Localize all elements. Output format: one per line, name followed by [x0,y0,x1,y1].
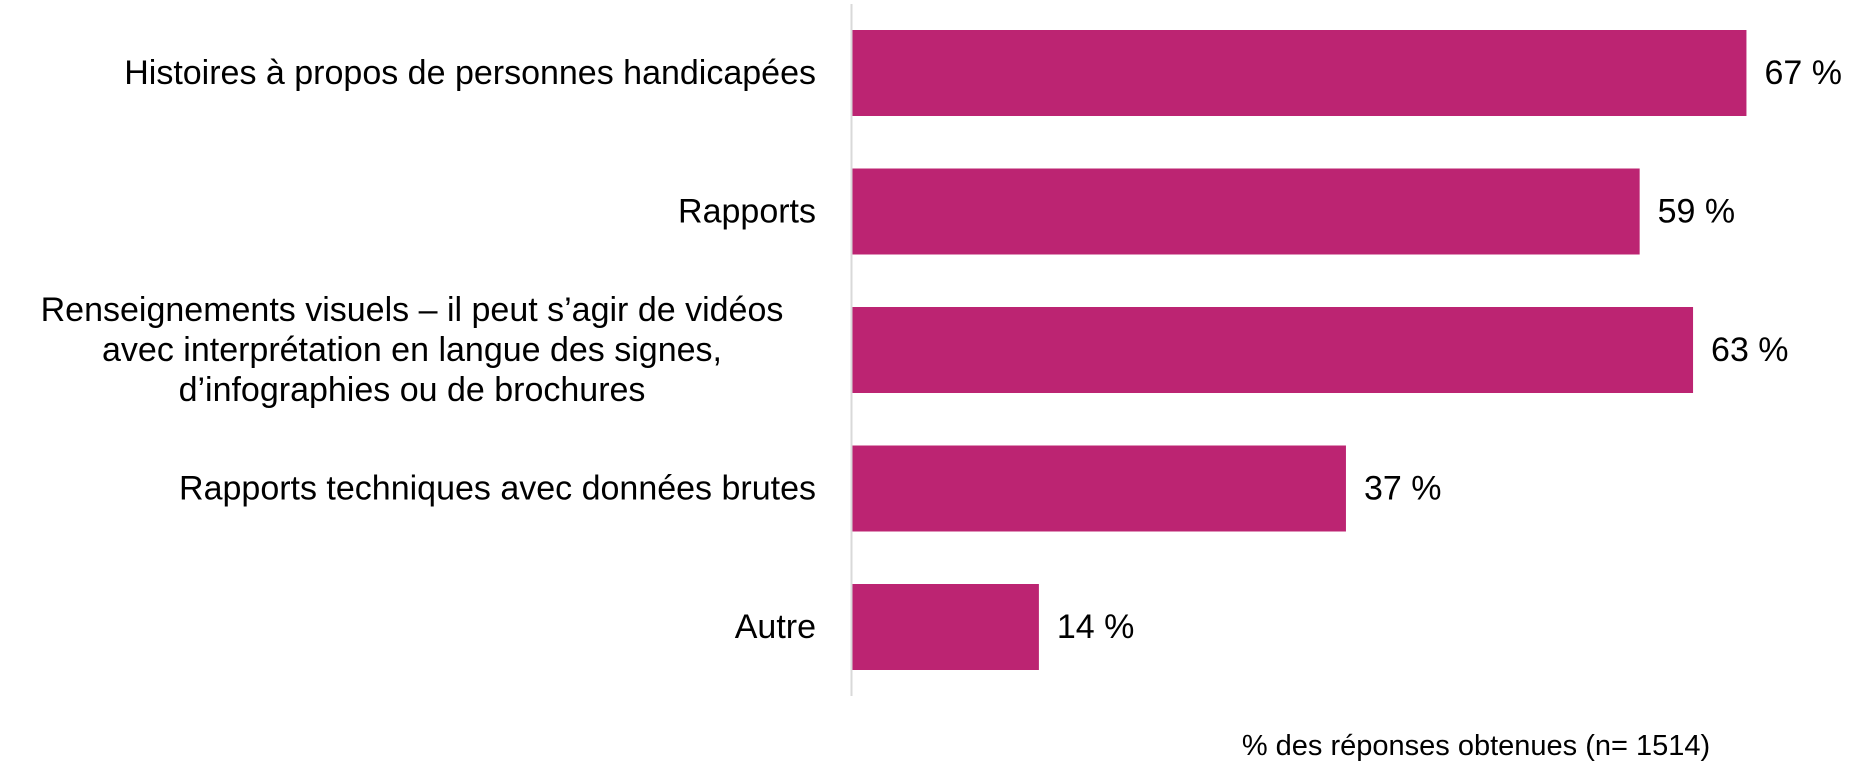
data-labels-layer: 67 % 59 % 63 % 37 % 14 % [1057,54,1842,646]
category-label-3: Rapports techniques avec données brutes [179,470,816,508]
x-axis-title: % des réponses obtenues (n= 1514) [1242,730,1710,762]
category-label-2-line-0: Renseignements visuels – il peut s’agir … [41,291,784,329]
bar-0 [852,30,1747,116]
bar-2 [852,307,1694,393]
data-label-0: 67 % [1764,54,1842,92]
category-label-2-line-2: d’infographies ou de brochures [179,371,646,409]
data-label-1: 59 % [1658,193,1736,231]
bar-4 [852,584,1039,670]
bar-1 [852,168,1640,255]
category-label-1-line-0: Rapports [678,193,816,231]
bar-3 [852,445,1346,532]
category-label-4: Autre [735,608,816,646]
data-label-3: 37 % [1364,470,1442,508]
category-label-0: Histoires à propos de personnes handicap… [124,54,816,92]
category-labels-layer: Histoires à propos de personnes handicap… [41,54,816,646]
bars-layer [852,30,1747,670]
category-label-2-line-1: avec interprétation en langue des signes… [102,331,722,369]
category-label-3-line-0: Rapports techniques avec données brutes [179,470,816,508]
category-label-1: Rapports [678,193,816,231]
data-label-4: 14 % [1057,608,1135,646]
category-label-0-line-0: Histoires à propos de personnes handicap… [124,54,816,92]
category-label-4-line-0: Autre [735,608,816,646]
category-label-2: Renseignements visuels – il peut s’agir … [41,291,784,409]
data-label-2: 63 % [1711,331,1789,369]
